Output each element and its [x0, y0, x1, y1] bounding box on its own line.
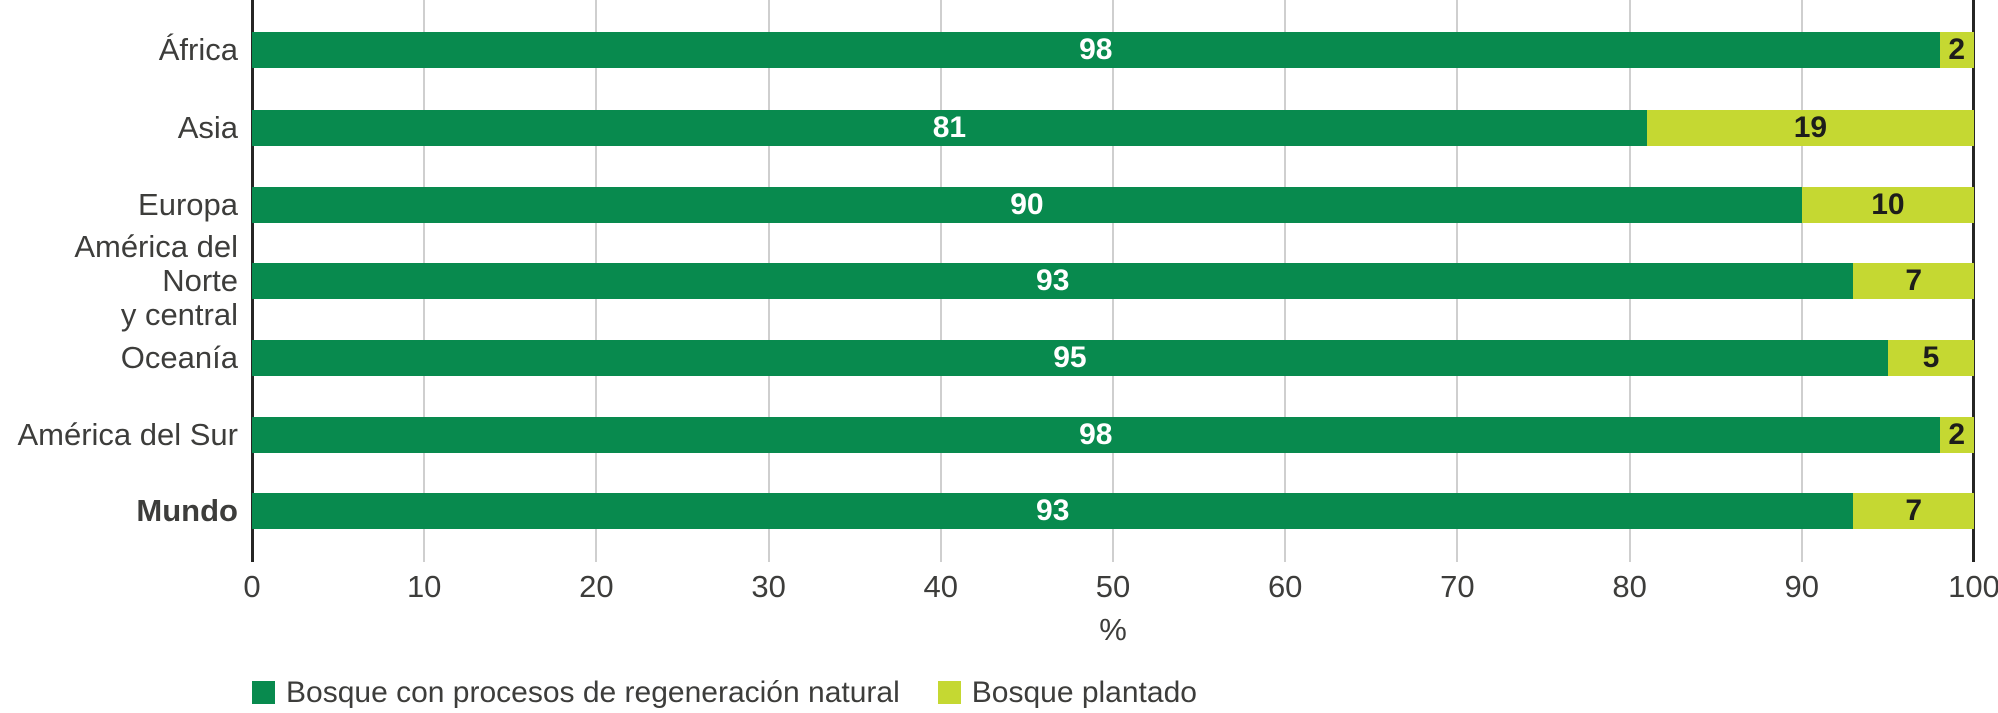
legend-label-natural-regeneration: Bosque con procesos de regeneración natu… [286, 676, 900, 709]
bar-segment-natural-regeneration: 90 [252, 187, 1802, 223]
bar-row: 95 5 [252, 340, 1974, 376]
x-tick-label: 50 [1095, 569, 1131, 604]
category-label: África [158, 32, 238, 67]
x-tick-label: 20 [579, 569, 614, 604]
bar-row: 90 10 [252, 187, 1974, 223]
legend-swatch-natural-regeneration-icon [252, 681, 275, 704]
bar-value-label: 81 [932, 111, 967, 144]
bar-segment-natural-regeneration: 98 [252, 417, 1940, 453]
x-tick-label: 90 [1784, 569, 1820, 604]
x-tick-label: 70 [1440, 569, 1475, 604]
x-tick-label: 30 [751, 569, 786, 604]
bar-segment-natural-regeneration: 95 [252, 340, 1888, 376]
x-tick-label: 10 [406, 569, 442, 604]
legend-item-planted-forest: Bosque plantado [937, 676, 1197, 709]
bar-value-label: 19 [1793, 111, 1828, 144]
category-label: Europa [138, 187, 238, 222]
x-tick-label: 100 [1948, 569, 1998, 604]
bar-value-label: 90 [1010, 188, 1044, 221]
bar-row: 98 2 [252, 417, 1974, 453]
bar-segment-natural-regeneration: 81 [252, 110, 1647, 146]
bar-row: 93 7 [252, 263, 1974, 299]
bar-value-label: 93 [1036, 264, 1070, 297]
x-tick-label: 60 [1267, 569, 1303, 604]
bar-segment-natural-regeneration: 93 [252, 263, 1854, 299]
bar-row: 93 7 [252, 493, 1974, 529]
legend-swatch-planted-forest-icon [937, 681, 961, 704]
x-tick-label: 0 [243, 569, 261, 604]
bar-segment-planted-forest: 5 [1887, 340, 1974, 376]
bar-row: 98 2 [252, 32, 1974, 68]
bar-value-label: 98 [1079, 33, 1113, 66]
bar-value-label: 7 [1905, 264, 1923, 297]
bar-value-label: 5 [1922, 341, 1940, 374]
x-tick-label: 40 [923, 569, 959, 604]
plot-area: 98 2 81 19 90 10 93 7 95 5 98 2 93 7 [251, 0, 1975, 562]
category-label: Mundo [136, 493, 238, 528]
bar-segment-planted-forest: 10 [1801, 187, 1974, 223]
x-axis-label: % [1099, 612, 1127, 647]
legend: Bosque con procesos de regeneración natu… [252, 676, 1197, 709]
bar-segment-planted-forest: 19 [1646, 110, 1974, 146]
bar-segment-planted-forest: 2 [1939, 32, 1974, 68]
bar-value-label: 98 [1079, 418, 1113, 451]
category-label: Asia [177, 110, 238, 145]
bar-value-label: 7 [1905, 494, 1923, 527]
bar-segment-natural-regeneration: 93 [252, 493, 1854, 529]
bar-value-label: 2 [1948, 33, 1966, 66]
bar-value-label: 95 [1053, 341, 1087, 374]
bar-value-label: 10 [1871, 188, 1905, 221]
bar-segment-natural-regeneration: 98 [252, 32, 1940, 68]
bar-segment-planted-forest: 2 [1939, 417, 1974, 453]
x-tick-label: 80 [1612, 569, 1647, 604]
category-label: América del Norte y central [74, 229, 238, 332]
bar-segment-planted-forest: 7 [1853, 263, 1974, 299]
legend-item-natural-regeneration: Bosque con procesos de regeneración natu… [252, 676, 900, 709]
legend-label-planted-forest: Bosque plantado [971, 676, 1197, 709]
bar-value-label: 2 [1948, 418, 1966, 451]
bar-row: 81 19 [252, 110, 1974, 146]
category-label: Oceanía [120, 340, 238, 375]
bar-value-label: 93 [1036, 494, 1070, 527]
bar-segment-planted-forest: 7 [1853, 493, 1974, 529]
category-label: América del Sur [17, 417, 238, 452]
